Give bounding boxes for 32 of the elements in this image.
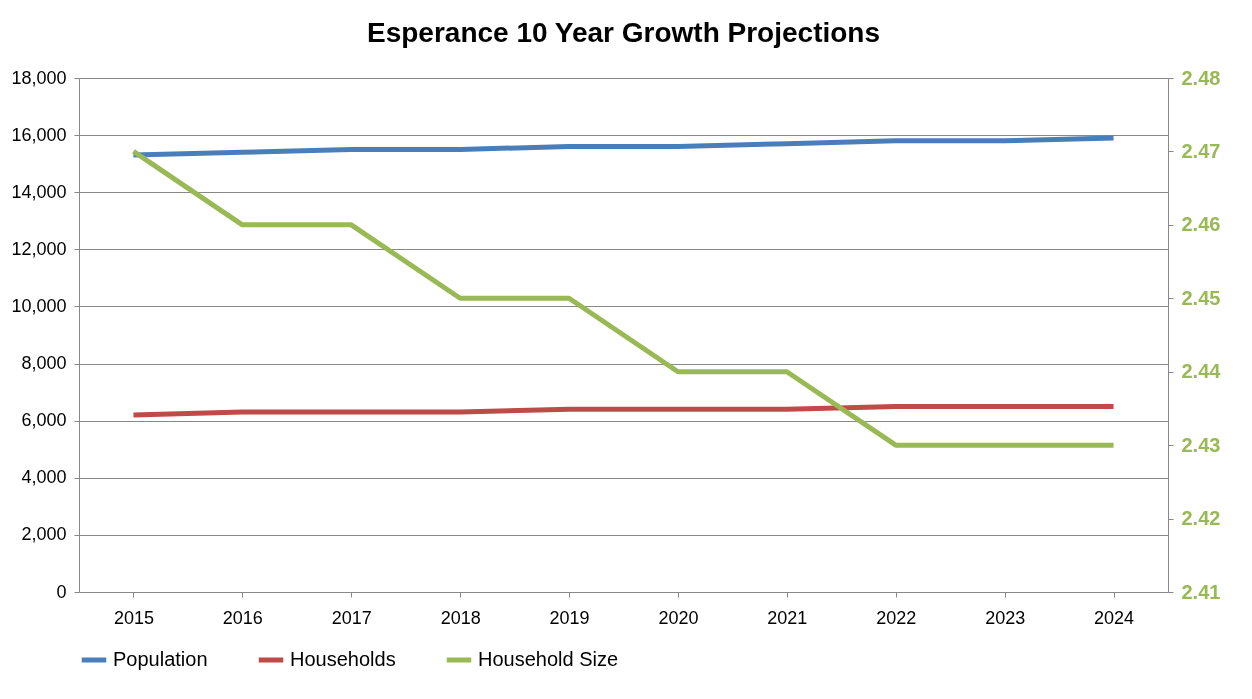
y2-tick-label: 2.45 xyxy=(1181,286,1221,309)
x-tick-label: 2017 xyxy=(331,607,372,628)
y-tick-label: 8,000 xyxy=(21,353,67,374)
y2-tick-label: 2.46 xyxy=(1181,213,1221,236)
y-tick-label: 6,000 xyxy=(21,410,67,431)
x-tick-label: 2020 xyxy=(658,607,699,628)
x-tick-label: 2023 xyxy=(985,607,1026,628)
legend-label: Households xyxy=(290,648,396,670)
y-tick-label: 14,000 xyxy=(11,181,67,202)
y-tick-label: 10,000 xyxy=(11,295,67,316)
y2-tick-label: 2.43 xyxy=(1181,433,1221,456)
x-tick-label: 2018 xyxy=(440,607,481,628)
y2-tick-label: 2.44 xyxy=(1181,360,1222,383)
x-tick-label: 2015 xyxy=(113,607,154,628)
y-tick-label: 2,000 xyxy=(21,524,67,545)
x-tick-label: 2016 xyxy=(222,607,263,628)
y2-tick-label: 2.41 xyxy=(1181,580,1221,603)
y-tick-label: 18,000 xyxy=(11,67,67,88)
x-tick-label: 2024 xyxy=(1094,607,1135,628)
x-tick-label: 2019 xyxy=(549,607,590,628)
y2-tick-label: 2.42 xyxy=(1181,507,1221,530)
y-tick-label: 12,000 xyxy=(11,238,67,259)
y2-tick-label: 2.48 xyxy=(1181,66,1221,89)
y-tick-label: 16,000 xyxy=(11,124,67,145)
chart-title: Esperance 10 Year Growth Projections xyxy=(366,17,881,48)
y2-tick-label: 2.47 xyxy=(1181,139,1221,162)
legend-label: Household Size xyxy=(478,648,619,670)
x-tick-label: 2021 xyxy=(767,607,808,628)
y-tick-label: 0 xyxy=(56,581,67,602)
y-tick-label: 4,000 xyxy=(21,467,67,488)
legend-label: Population xyxy=(113,648,208,670)
x-tick-label: 2022 xyxy=(876,607,917,628)
